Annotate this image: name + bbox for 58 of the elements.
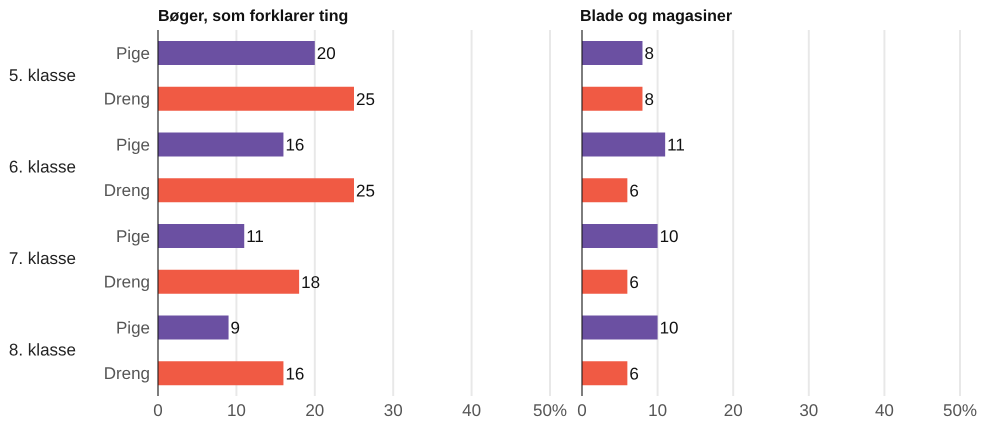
bar <box>582 316 658 340</box>
data-label: 6 <box>629 181 639 200</box>
data-label: 20 <box>316 44 336 64</box>
bar <box>582 270 628 294</box>
data-label: 11 <box>246 227 264 246</box>
text: Dreng <box>104 364 150 384</box>
x-tick-label: 30 <box>799 401 818 420</box>
data-label: 16 <box>285 364 304 384</box>
text: Pige <box>116 135 150 154</box>
x-tick-label: 20 <box>305 401 324 420</box>
y-tick-label: 5. klasse <box>8 66 76 85</box>
x-tick-label: 30 <box>384 401 403 420</box>
text: Dreng <box>104 181 150 200</box>
text: Pige <box>116 318 150 338</box>
x-tick-label: 40 <box>874 401 894 420</box>
series-label: Dreng <box>104 90 150 109</box>
bar <box>582 361 628 386</box>
y-tick-label: 7. klasse <box>8 248 76 268</box>
bar <box>582 224 658 248</box>
data-label: 9 <box>230 318 240 338</box>
data-label: 10 <box>660 318 679 338</box>
bar <box>582 132 666 156</box>
x-tick-label: 50% <box>942 401 978 420</box>
x-tick-label: 0 <box>577 401 587 420</box>
x-tick-label: 10 <box>648 401 668 420</box>
bar <box>158 132 284 156</box>
x-tick-label: 0 <box>153 401 163 420</box>
data-label: 25 <box>356 90 375 109</box>
bar <box>582 178 628 202</box>
data-label: 18 <box>301 272 320 292</box>
bar <box>582 41 642 65</box>
series-label: Pige <box>116 44 150 63</box>
bar <box>582 86 642 111</box>
bar <box>158 270 300 294</box>
y-tick-label: 8. klasse <box>8 340 76 360</box>
data-label: 11 <box>667 136 685 155</box>
data-label: 16 <box>285 136 304 155</box>
text: Pige <box>116 226 150 246</box>
x-tick-label: 10 <box>226 401 246 420</box>
x-tick-label: 50% <box>532 401 568 420</box>
bar <box>158 178 354 202</box>
chart-title: Blade og magasiner <box>579 7 734 27</box>
bar <box>158 41 315 65</box>
chart-title: Bøger, som forklarer ting <box>157 7 350 27</box>
data-label: 8 <box>644 90 654 109</box>
y-tick-label: 6. klasse <box>8 157 76 176</box>
x-tick-label: 20 <box>724 401 743 420</box>
bar <box>158 86 354 111</box>
bar <box>158 316 229 340</box>
x-tick-label: 40 <box>462 401 482 420</box>
data-label: 8 <box>644 44 654 64</box>
data-label: 25 <box>356 181 375 200</box>
bar <box>158 361 284 386</box>
data-label: 6 <box>629 364 639 384</box>
text: Dreng <box>104 272 150 292</box>
data-label: 10 <box>660 227 679 246</box>
bar <box>158 224 244 248</box>
data-label: 6 <box>629 272 639 292</box>
